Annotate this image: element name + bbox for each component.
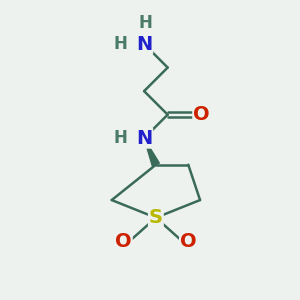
- Text: O: O: [180, 232, 196, 251]
- Text: H: H: [114, 129, 128, 147]
- Text: N: N: [136, 129, 152, 148]
- Text: N: N: [136, 34, 152, 53]
- Text: H: H: [114, 35, 128, 53]
- Polygon shape: [144, 138, 159, 166]
- Text: H: H: [139, 14, 152, 32]
- Text: O: O: [115, 232, 132, 251]
- Text: S: S: [149, 208, 163, 227]
- Text: O: O: [193, 105, 210, 124]
